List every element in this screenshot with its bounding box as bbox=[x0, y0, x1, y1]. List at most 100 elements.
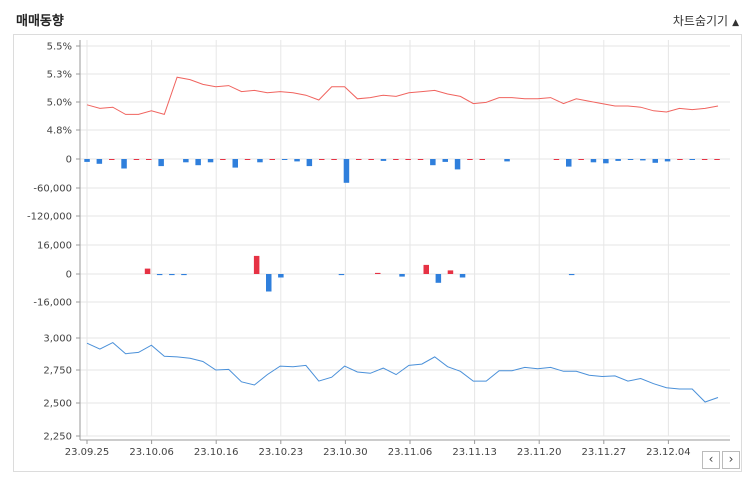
net-buy-1-bar bbox=[257, 159, 263, 163]
net-buy-1-bar bbox=[504, 159, 510, 162]
net-buy-1-bar bbox=[578, 159, 584, 160]
y-tick-label: 0 bbox=[66, 270, 72, 281]
net-buy-1-bar bbox=[430, 159, 436, 166]
net-buy-1-bar bbox=[319, 159, 325, 160]
net-buy-1-bar bbox=[640, 159, 646, 161]
net-buy-1-bar bbox=[615, 159, 621, 161]
y-tick-label: 2,750 bbox=[43, 366, 72, 377]
net-buy-1-bar bbox=[343, 159, 350, 183]
net-buy-2-bar bbox=[435, 274, 442, 283]
net-buy-1-bar bbox=[677, 159, 683, 160]
x-tick-label: 23.09.25 bbox=[65, 447, 110, 458]
y-tick-label: 2,250 bbox=[43, 432, 72, 443]
net-buy-1-bar bbox=[281, 159, 288, 160]
net-buy-1-bar bbox=[664, 159, 671, 162]
net-buy-1-bar bbox=[183, 159, 189, 163]
x-tick-label: 23.11.20 bbox=[517, 447, 562, 458]
net-buy-1-bar bbox=[207, 159, 214, 163]
net-buy-1-bar bbox=[356, 159, 362, 160]
net-buy-1-bar bbox=[121, 159, 127, 169]
net-buy-1-bar bbox=[405, 159, 411, 160]
x-tick-label: 23.10.23 bbox=[259, 447, 304, 458]
chevron-left-icon: ‹ bbox=[708, 452, 714, 466]
net-buy-1-bar bbox=[232, 159, 238, 168]
x-tick-labels: 23.09.25 23.10.06 23.10.16 23.10.23 23.10.30… bbox=[65, 447, 691, 458]
net-buy-1-bar bbox=[133, 159, 140, 160]
net-buy-2-bar bbox=[266, 274, 272, 292]
net-buy-1-bar bbox=[306, 159, 313, 167]
y-tick-label: 0 bbox=[66, 155, 72, 166]
foreign-ownership-line bbox=[86, 76, 719, 116]
next-button[interactable]: › bbox=[722, 451, 740, 469]
net-buy-2-bar bbox=[253, 255, 260, 274]
net-buy-1-bar bbox=[294, 159, 300, 162]
net-buy-1-bar bbox=[479, 159, 485, 160]
y-tick-label: 3,000 bbox=[43, 334, 72, 345]
net-buy-2-bar bbox=[568, 274, 575, 276]
net-buy-2-bar bbox=[459, 274, 466, 278]
net-buy-1-bar bbox=[195, 159, 201, 166]
net-buy-2-bar bbox=[375, 272, 381, 274]
net-buy-1-bar bbox=[442, 159, 448, 162]
net-buy-1-bar bbox=[553, 159, 560, 160]
net-buy-1-bar bbox=[220, 159, 226, 160]
x-tick-label: 23.10.06 bbox=[129, 447, 174, 458]
y-tick-label: 16,000 bbox=[37, 241, 72, 252]
net-buy-1-bar bbox=[467, 159, 473, 160]
net-buy-1-bar bbox=[331, 159, 337, 160]
hide-chart-toggle[interactable]: 차트숨기기 ▲ bbox=[673, 12, 739, 29]
y-tick-label: -60,000 bbox=[33, 184, 72, 195]
y-tick-labels: 5.5% 5.3% 5.0% 4.8% 0 -60,000 -120,000 16,000 0 -… bbox=[27, 42, 72, 443]
net-buy-1-bar bbox=[652, 159, 658, 163]
prev-button[interactable]: ‹ bbox=[702, 451, 720, 469]
x-tick-label: 23.10.30 bbox=[323, 447, 368, 458]
y-tick-label: 5.5% bbox=[47, 42, 72, 53]
net-buy-1-bar bbox=[109, 159, 115, 160]
triangle-up-icon: ▲ bbox=[732, 18, 739, 28]
net-buy-2-bar bbox=[169, 274, 175, 276]
y-tick-label: 5.0% bbox=[47, 98, 72, 109]
section-title: 매매동향 bbox=[16, 14, 64, 29]
x-tick-label: 23.11.13 bbox=[452, 447, 497, 458]
net-buy-1-bar bbox=[380, 159, 387, 161]
y-tick-label: 2,500 bbox=[43, 399, 72, 410]
net-buy-1-bar bbox=[158, 159, 164, 167]
net-buy-2-bar bbox=[338, 274, 345, 276]
net-buy-1-bar bbox=[627, 159, 634, 160]
net-buy-2-bar bbox=[144, 268, 151, 274]
y-tick-label: 5.3% bbox=[47, 70, 72, 81]
net-buy-1-bar bbox=[146, 159, 152, 160]
net-buy-2-bar bbox=[278, 274, 284, 278]
axis-lines bbox=[76, 40, 730, 444]
price-line bbox=[86, 342, 719, 403]
chevron-right-icon: › bbox=[728, 452, 734, 466]
net-buy-1-bar bbox=[566, 159, 572, 167]
net-buy-1-bar bbox=[603, 159, 609, 164]
net-buy-1-bar bbox=[701, 159, 708, 160]
net-buy-1-bar bbox=[84, 159, 90, 162]
x-tick-label: 23.12.04 bbox=[646, 447, 691, 458]
chart-panel bbox=[13, 34, 742, 472]
net-buy-2-bar bbox=[399, 274, 405, 277]
net-buy-1-bar bbox=[269, 159, 275, 160]
net-buy-2-bar bbox=[156, 274, 163, 276]
grid-lines bbox=[80, 40, 730, 437]
x-tick-label: 23.11.27 bbox=[582, 447, 627, 458]
net-buy-2-bar bbox=[423, 264, 429, 274]
y-tick-label: 4.8% bbox=[47, 126, 72, 137]
chart-marks bbox=[84, 76, 720, 403]
hide-chart-label: 차트숨기기 bbox=[672, 14, 729, 28]
net-buy-1-bar bbox=[714, 159, 720, 160]
net-buy-2-bar bbox=[447, 270, 454, 274]
y-tick-label: -120,000 bbox=[27, 212, 72, 223]
y-tick-label: -16,000 bbox=[33, 298, 72, 309]
net-buy-2-bar bbox=[181, 274, 187, 276]
net-buy-1-bar bbox=[368, 159, 374, 160]
net-buy-1-bar bbox=[590, 159, 597, 163]
net-buy-1-bar bbox=[393, 159, 399, 160]
net-buy-1-bar bbox=[417, 159, 424, 160]
net-buy-1-bar bbox=[454, 159, 461, 170]
net-buy-1-bar bbox=[96, 159, 103, 164]
net-buy-1-bar bbox=[244, 159, 251, 160]
